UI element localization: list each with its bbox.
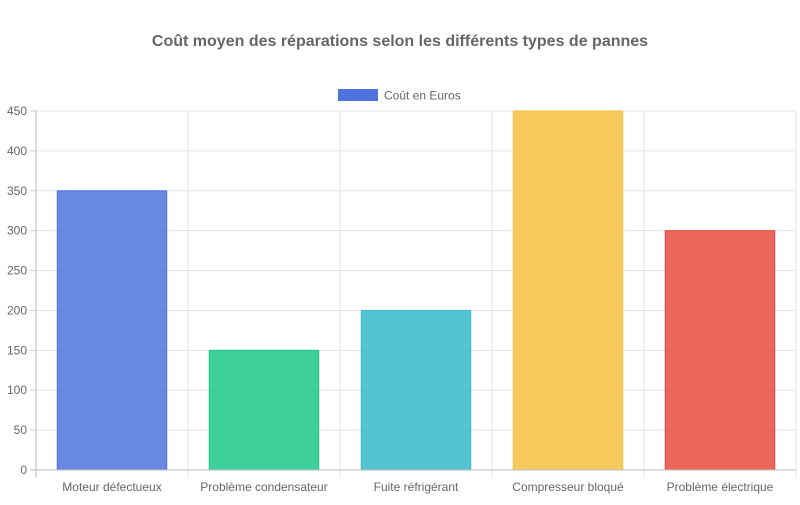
x-tick-label: Problème électrique	[667, 480, 774, 494]
legend-swatch	[338, 89, 378, 101]
bar[interactable]	[664, 230, 776, 471]
axes	[30, 111, 796, 478]
legend[interactable]: Coût en Euros	[338, 89, 461, 103]
y-tick-label: 250	[7, 264, 27, 278]
x-tick-label: Compresseur bloqué	[512, 480, 624, 494]
chart-title: Coût moyen des réparations selon les dif…	[152, 33, 648, 50]
x-tick-label: Fuite réfrigérant	[374, 480, 459, 494]
y-tick-label: 400	[7, 144, 27, 158]
x-tick-label: Moteur défectueux	[62, 480, 161, 494]
y-axis-tick-labels: 0 50 100 150 200 250 300 350 400 450	[7, 104, 27, 477]
y-tick-label: 350	[7, 184, 27, 198]
y-tick-label: 150	[7, 343, 27, 357]
bar[interactable]	[208, 349, 320, 471]
bars	[56, 110, 776, 471]
y-tick-label: 300	[7, 224, 27, 238]
bar[interactable]	[360, 309, 472, 471]
x-tick-label: Problème condensateur	[200, 480, 327, 494]
x-axis-tick-labels: Moteur défectueux Problème condensateur Fu…	[62, 480, 773, 494]
y-tick-label: 450	[7, 104, 27, 118]
y-tick-label: 0	[20, 463, 27, 477]
y-tick-label: 50	[14, 423, 28, 437]
bar[interactable]	[512, 110, 624, 471]
legend-label: Coût en Euros	[384, 89, 461, 103]
bar[interactable]	[56, 190, 168, 471]
y-tick-label: 100	[7, 383, 27, 397]
y-tick-label: 200	[7, 303, 27, 317]
